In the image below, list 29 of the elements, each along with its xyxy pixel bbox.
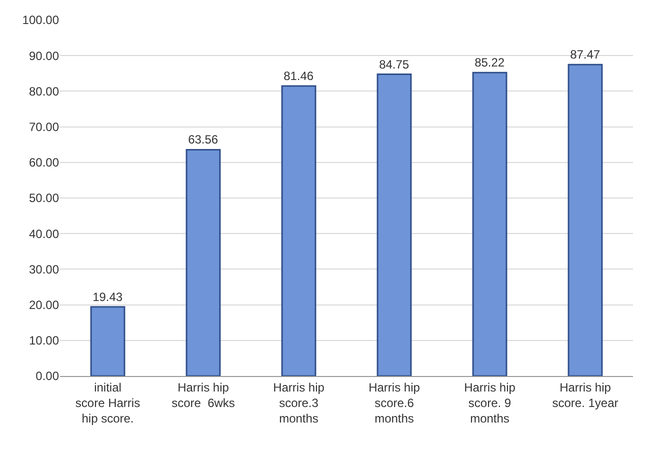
x-tick-label: Harris hip score.3 months [273, 380, 325, 426]
data-label: 85.22 [474, 56, 505, 70]
x-tick-label: Harris hip score.6 months [368, 380, 420, 426]
y-tick-label: 90.00 [28, 48, 60, 63]
y-tick-label: 80.00 [28, 84, 60, 98]
bar [90, 306, 126, 376]
data-label: 87.47 [570, 48, 600, 62]
data-label: 19.43 [92, 290, 123, 304]
x-tick-label: initial score Harris hip score. [75, 380, 140, 426]
bar [568, 64, 603, 376]
y-tick-label: 60.00 [28, 156, 60, 170]
bar [376, 74, 412, 376]
y-tick-label: 0.00 [36, 369, 60, 384]
data-label: 63.56 [188, 132, 218, 147]
bar [186, 148, 221, 376]
y-tick-label: 100.00 [22, 13, 60, 28]
y-tick-label: 10.00 [28, 334, 60, 348]
data-label: 81.46 [284, 69, 314, 83]
x-tick-label: Harris hip score. 9 months [464, 380, 516, 426]
x-tick-label: Harris hip score 6wks [172, 380, 235, 410]
y-tick-label: 70.00 [28, 120, 60, 134]
y-tick-label: 30.00 [28, 262, 60, 276]
y-tick-label: 50.00 [28, 191, 60, 206]
data-label: 84.75 [379, 57, 410, 72]
x-tick-label: Harris hip score. 1year [552, 380, 618, 410]
bar [472, 72, 508, 376]
bar [281, 85, 316, 376]
y-tick-label: 40.00 [28, 226, 60, 241]
y-tick-label: 20.00 [28, 298, 60, 312]
